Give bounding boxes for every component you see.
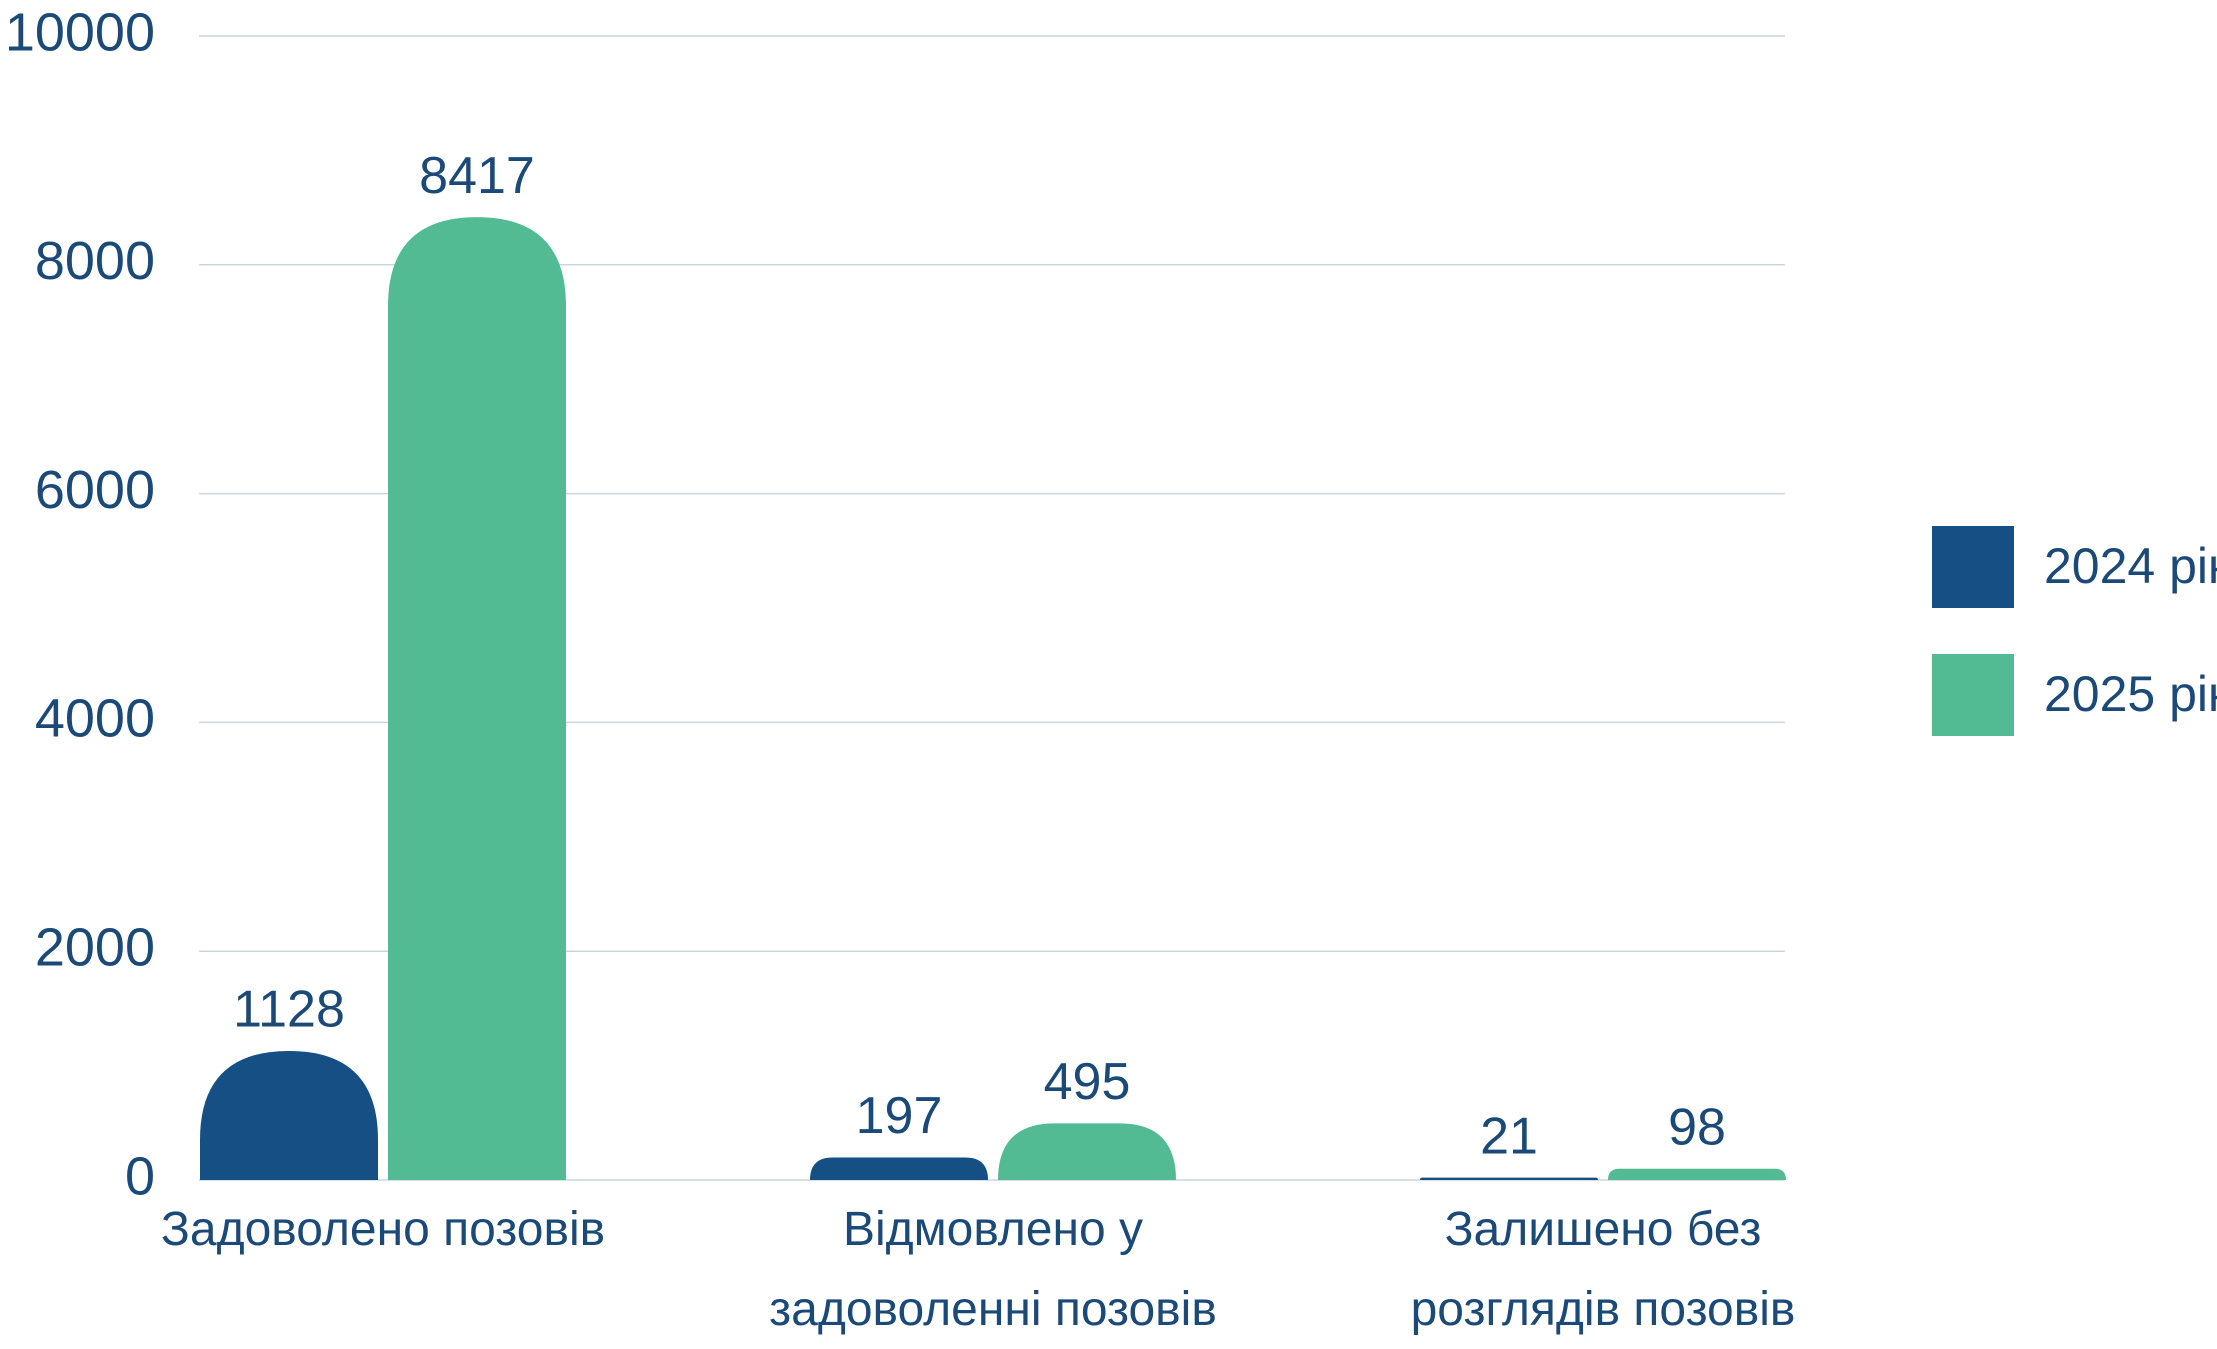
value-label: 495 [1044, 1053, 1131, 1111]
bar [200, 1050, 378, 1180]
x-tick-label: Задоволено позовів [160, 1203, 606, 1256]
bar [998, 1123, 1176, 1180]
value-label: 8417 [419, 147, 535, 205]
value-label: 1128 [233, 981, 345, 1039]
x-tick-label: Відмовлено у задоволенні позовів [769, 1203, 1217, 1336]
x-tick-label: Залишено без розглядів позовів [1410, 1203, 1796, 1336]
value-label: 21 [1480, 1107, 1538, 1165]
y-tick-label: 8000 [35, 231, 155, 291]
bar [1608, 1168, 1786, 1180]
legend-label: 2024 рік [2044, 538, 2217, 594]
bar [388, 217, 566, 1180]
y-tick-label: 10000 [5, 2, 155, 62]
y-tick-label: 2000 [35, 917, 155, 977]
bar [810, 1157, 988, 1180]
value-label: 98 [1668, 1099, 1726, 1157]
y-tick-label: 6000 [35, 460, 155, 520]
value-label: 197 [856, 1087, 943, 1145]
legend-swatch [1932, 654, 2014, 736]
y-tick-label: 0 [125, 1146, 155, 1206]
y-tick-label: 4000 [35, 689, 155, 749]
legend-swatch [1932, 526, 2014, 608]
legend-label: 2025 рік [2044, 666, 2217, 722]
bar [1420, 1177, 1598, 1180]
